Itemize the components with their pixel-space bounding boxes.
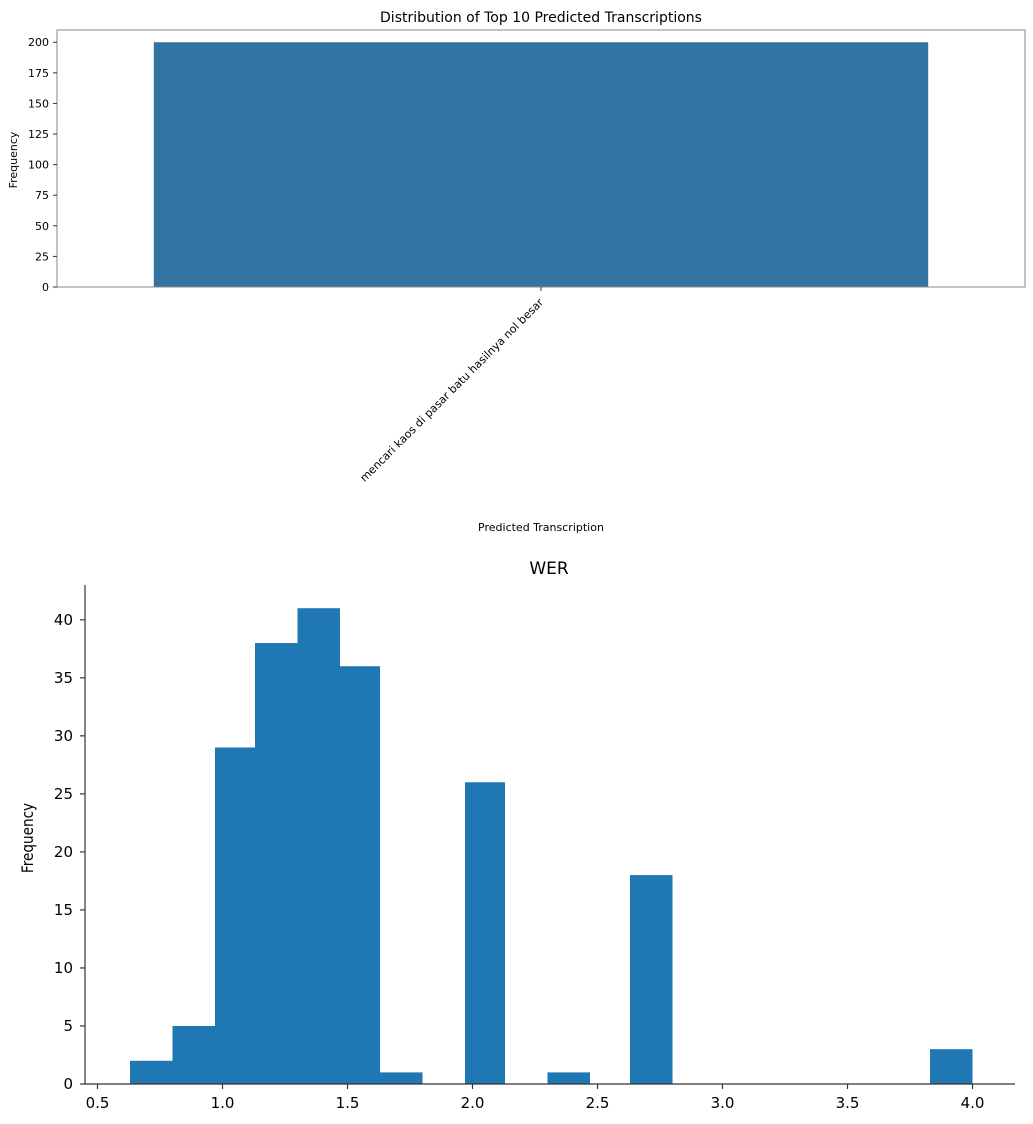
y-tick-label: 25 (35, 250, 49, 263)
x-tick-label: mencari kaos di pasar batu hasilnya nol … (358, 296, 547, 485)
y-tick-label: 40 (54, 611, 73, 629)
histogram-bar (130, 1060, 173, 1084)
y-tick-label: 50 (35, 220, 49, 233)
y-tick-label: 0 (42, 281, 49, 294)
y-tick-label: 30 (54, 727, 73, 745)
y-tick-label: 0 (63, 1075, 73, 1093)
histogram-bar (215, 747, 255, 1084)
bar (153, 42, 929, 287)
y-tick-label: 20 (54, 843, 73, 861)
y-tick-label: 125 (28, 128, 49, 141)
x-tick-label: 0.5 (86, 1094, 110, 1112)
chart-2-y-axis-label: Frequency (19, 803, 37, 873)
histogram-bar (630, 875, 673, 1084)
x-tick-label: 3.0 (711, 1094, 735, 1112)
y-tick-label: 25 (54, 785, 73, 803)
x-tick-label: 2.5 (586, 1094, 610, 1112)
y-tick-label: 200 (28, 36, 49, 49)
y-tick-label: 100 (28, 159, 49, 172)
chart-1-title: Distribution of Top 10 Predicted Transcr… (380, 10, 702, 26)
histogram-bar (930, 1049, 973, 1084)
histogram-bar (297, 608, 340, 1084)
x-tick-label: 4.0 (961, 1094, 985, 1112)
chart-1-x-axis-label: Predicted Transcription (478, 521, 604, 534)
chart-2-title: WER (529, 559, 569, 579)
histogram-bar (465, 782, 505, 1084)
x-tick-label: 2.0 (461, 1094, 485, 1112)
y-tick-label: 35 (54, 669, 73, 687)
y-tick-label: 5 (63, 1017, 73, 1035)
y-tick-label: 150 (28, 97, 49, 110)
histogram-bar (172, 1025, 215, 1084)
chart-1-y-axis-label: Frequency (7, 131, 20, 188)
histogram-bar (547, 1072, 590, 1084)
y-tick-label: 10 (54, 959, 73, 977)
chart-1: Distribution of Top 10 Predicted Transcr… (7, 10, 1026, 534)
x-tick-label: 1.5 (336, 1094, 360, 1112)
y-tick-label: 75 (35, 189, 49, 202)
histogram-bar (255, 643, 298, 1084)
x-tick-label: 3.5 (836, 1094, 860, 1112)
y-tick-label: 175 (28, 67, 49, 80)
y-tick-label: 15 (54, 901, 73, 919)
chart-2: WER 0 5 10 15 20 25 30 35 40 0.5 1.0 1.5 2.0 2.5 3.0 3… (19, 559, 1015, 1112)
histogram-bar (380, 1072, 423, 1084)
x-tick-label: 1.0 (211, 1094, 235, 1112)
histogram-bar (340, 666, 380, 1084)
